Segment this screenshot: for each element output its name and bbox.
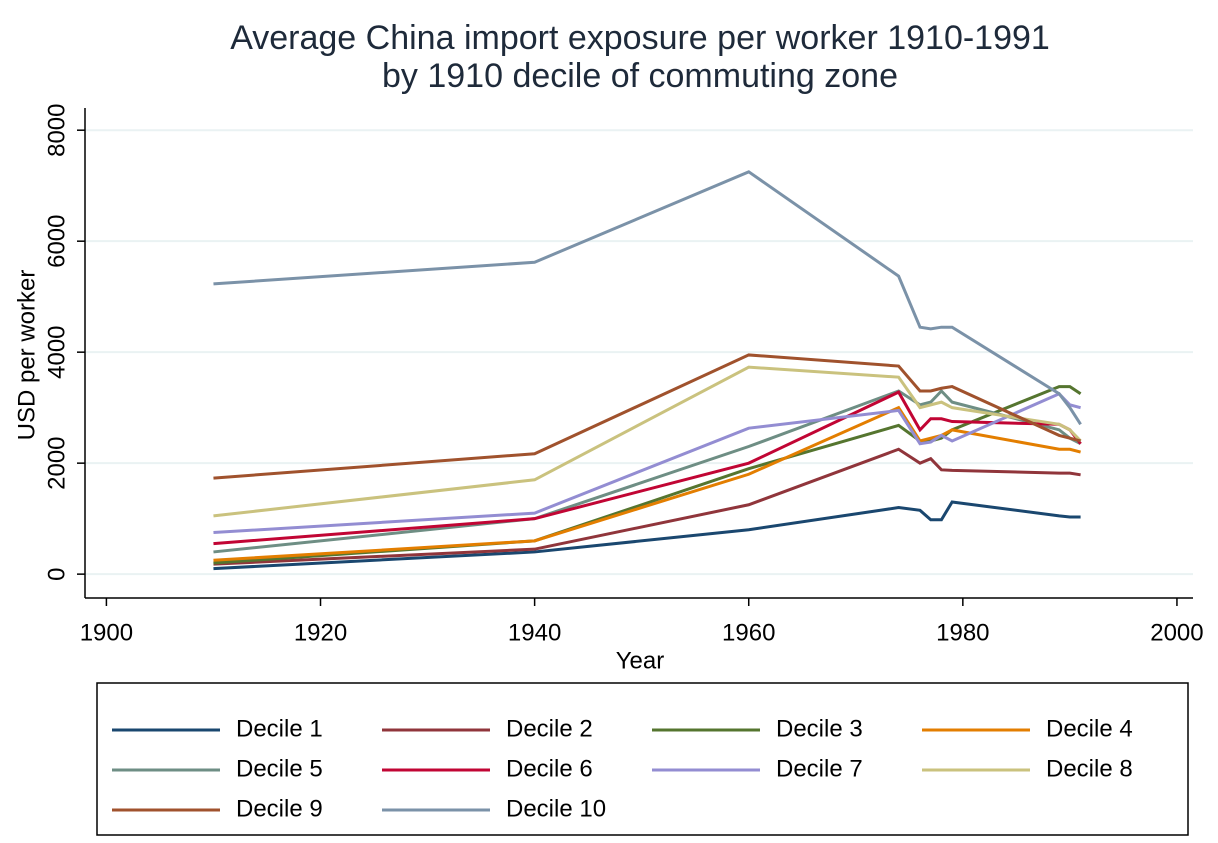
series-line: [213, 388, 1082, 554]
legend-box: [96, 682, 1189, 836]
legend-label: Decile 4: [1046, 715, 1133, 742]
legend-label: Decile 5: [236, 755, 323, 782]
legend-label: Decile 3: [776, 715, 863, 742]
chart-title: Average China import exposure per worker…: [230, 19, 1050, 57]
y-tick-label: 4000: [43, 325, 70, 378]
series-line: [213, 353, 1081, 480]
chart-subtitle: by 1910 decile of commuting zone: [382, 57, 898, 95]
x-tick-label: 1980: [936, 619, 989, 646]
legend-label: Decile 2: [506, 715, 593, 742]
legend-label: Decile 9: [236, 795, 323, 822]
x-tick-label: 1940: [508, 619, 561, 646]
series-line: [213, 405, 1081, 562]
series-line: [213, 500, 1081, 571]
x-tick-label: 1900: [80, 619, 133, 646]
y-axis-label: USD per worker: [13, 270, 40, 441]
y-tick-label: 0: [43, 567, 70, 580]
legend-label: Decile 10: [506, 795, 606, 822]
series-line: [213, 365, 1082, 518]
series-line: [213, 170, 1082, 426]
legend-label: Decile 6: [506, 755, 593, 782]
legend-label: Decile 8: [1046, 755, 1133, 782]
legend-label: Decile 7: [776, 755, 863, 782]
series-line: [213, 447, 1081, 566]
x-axis-label: Year: [616, 647, 665, 674]
x-tick-label: 1960: [722, 619, 775, 646]
x-tick-label: 2000: [1150, 619, 1203, 646]
y-tick-label: 6000: [43, 214, 70, 267]
legend-label: Decile 1: [236, 715, 323, 742]
y-tick-label: 8000: [43, 104, 70, 157]
y-tick-label: 2000: [43, 436, 70, 489]
x-tick-label: 1920: [294, 619, 347, 646]
